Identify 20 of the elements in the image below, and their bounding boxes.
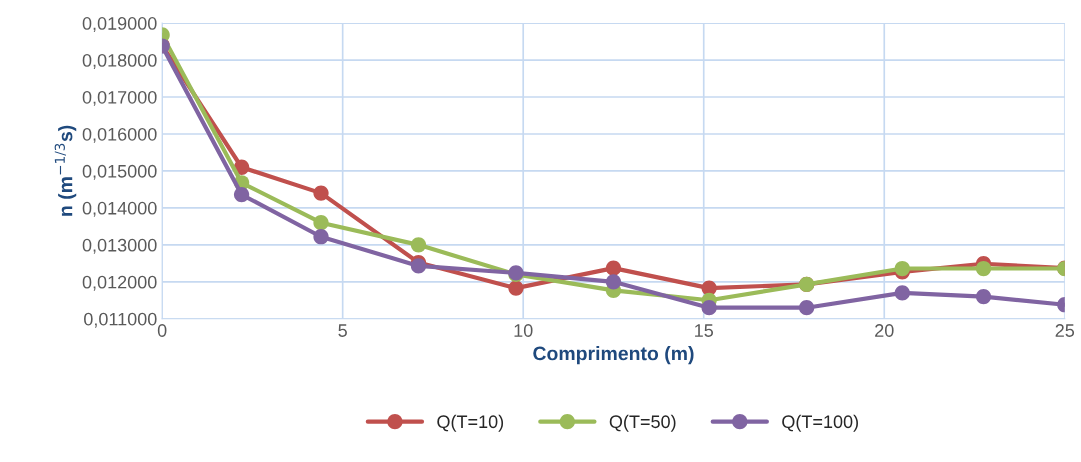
y-tick-label: 0,019000 xyxy=(82,17,157,32)
x-tick-label: 20 xyxy=(875,324,894,337)
x-tick-label: 10 xyxy=(514,324,533,337)
x-tick-label: 0 xyxy=(157,324,167,337)
legend-label: Q(T=100) xyxy=(782,414,858,432)
y-tick-label: 0,018000 xyxy=(82,53,157,69)
y-axis-title: n (m$^{−1/3}$s) xyxy=(54,125,77,216)
x-axis-title: Comprimento (m) xyxy=(533,346,694,365)
x-tick-label: 15 xyxy=(695,324,714,337)
legend-label: Q(T=10) xyxy=(437,414,504,432)
y-tick-label: 0,011000 xyxy=(84,312,157,328)
y-tick-label: 0,017000 xyxy=(82,90,157,106)
y-tick-label: 0,013000 xyxy=(82,238,157,254)
y-tick-label: 0,014000 xyxy=(82,201,157,217)
y-tick-label: 0,015000 xyxy=(82,164,157,180)
y-tick-label: 0,012000 xyxy=(82,275,157,291)
legend-label: Q(T=50) xyxy=(609,414,676,432)
x-tick-label: 25 xyxy=(1055,324,1075,337)
y-tick-label: 0,016000 xyxy=(82,127,157,143)
x-tick-label: 5 xyxy=(338,324,347,337)
